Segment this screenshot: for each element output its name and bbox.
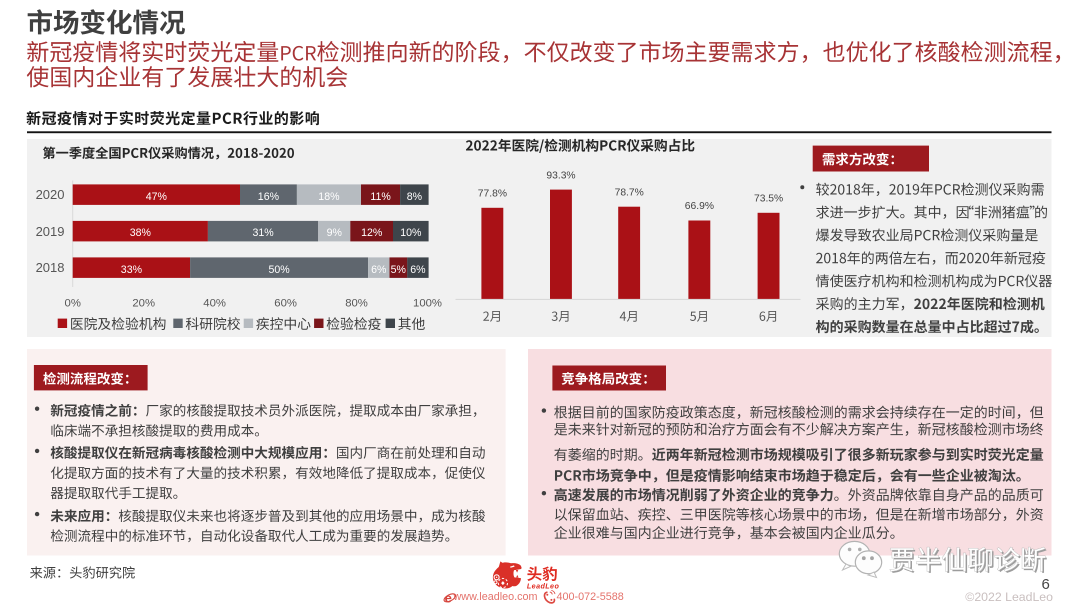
svg-text:93.3%: 93.3%: [546, 170, 575, 181]
svg-text:©2022 LeadLeo: ©2022 LeadLeo: [965, 590, 1053, 604]
svg-text:2020: 2020: [36, 187, 65, 202]
svg-text:e: e: [445, 590, 452, 605]
svg-text:6: 6: [1041, 576, 1049, 593]
svg-text:20%: 20%: [132, 297, 155, 309]
svg-text:6%: 6%: [410, 264, 426, 276]
svg-text:50%: 50%: [268, 264, 290, 276]
svg-text:8%: 8%: [407, 191, 423, 203]
svg-text:16%: 16%: [258, 191, 280, 203]
svg-text:400-072-5588: 400-072-5588: [557, 591, 624, 603]
svg-text:www.leadleo.com: www.leadleo.com: [453, 591, 538, 603]
svg-text:0%: 0%: [65, 297, 81, 309]
svg-text:73.5%: 73.5%: [754, 194, 783, 205]
svg-text:100%: 100%: [413, 297, 442, 309]
svg-text:31%: 31%: [252, 227, 274, 239]
svg-text:2019: 2019: [36, 224, 65, 239]
svg-text:18%: 18%: [318, 191, 340, 203]
svg-text:80%: 80%: [345, 297, 368, 309]
svg-text:5%: 5%: [391, 264, 407, 276]
svg-text:40%: 40%: [203, 297, 226, 309]
svg-text:11%: 11%: [370, 191, 391, 203]
svg-text:78.7%: 78.7%: [615, 187, 644, 198]
svg-text:60%: 60%: [274, 297, 297, 309]
svg-text:9%: 9%: [327, 227, 343, 239]
svg-text:2018: 2018: [36, 260, 65, 275]
svg-text:77.8%: 77.8%: [478, 189, 507, 200]
svg-text:6%: 6%: [371, 264, 387, 276]
svg-text:LeadLeo: LeadLeo: [527, 581, 560, 590]
svg-text:38%: 38%: [130, 227, 152, 239]
svg-text:12%: 12%: [361, 227, 383, 239]
svg-text:10%: 10%: [400, 227, 422, 239]
svg-text:33%: 33%: [121, 264, 143, 276]
svg-text:66.9%: 66.9%: [685, 201, 714, 212]
svg-text:47%: 47%: [146, 191, 168, 203]
